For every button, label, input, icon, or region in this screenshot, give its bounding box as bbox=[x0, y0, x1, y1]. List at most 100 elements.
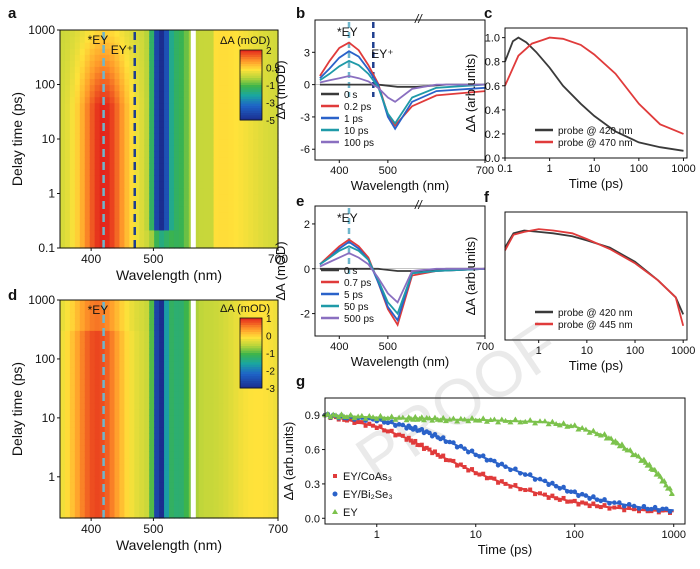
heatmap-cell bbox=[119, 300, 125, 307]
heatmap-cell bbox=[173, 487, 180, 495]
heatmap-cell bbox=[109, 241, 116, 249]
heatmap-cell bbox=[129, 193, 135, 201]
heatmap-cell bbox=[193, 433, 200, 440]
heatmap-cell bbox=[64, 54, 71, 61]
heatmap-cell bbox=[94, 499, 101, 507]
x-tick-label: 500 bbox=[143, 522, 163, 536]
heatmap-cell bbox=[258, 505, 264, 513]
y-tick-label: 0.0 bbox=[485, 153, 500, 165]
heatmap-cell bbox=[248, 132, 254, 140]
heatmap-cell bbox=[94, 145, 101, 152]
heatmap-cell bbox=[228, 96, 234, 104]
heatmap-cell bbox=[218, 493, 225, 501]
heatmap-cell bbox=[213, 120, 220, 128]
heatmap-cell bbox=[218, 108, 225, 116]
heatmap-cell bbox=[69, 241, 76, 249]
heatmap-cell bbox=[263, 487, 269, 495]
heatmap-cell bbox=[223, 223, 230, 231]
heatmap-cell bbox=[129, 433, 135, 440]
axis-break-band bbox=[190, 300, 196, 518]
data-point bbox=[565, 499, 570, 504]
heatmap-cell bbox=[228, 108, 234, 116]
heatmap-cell bbox=[159, 96, 165, 104]
heatmap-cell bbox=[84, 487, 91, 495]
heatmap-cell bbox=[129, 139, 135, 146]
heatmap-cell bbox=[238, 451, 244, 459]
heatmap-cell bbox=[164, 163, 170, 170]
heatmap-cell bbox=[208, 132, 215, 140]
heatmap-cell bbox=[164, 229, 170, 237]
heatmap-cell bbox=[119, 366, 125, 374]
heatmap-cell bbox=[114, 211, 121, 219]
heatmap-cell bbox=[79, 187, 86, 195]
heatmap-cell bbox=[104, 433, 111, 440]
heatmap-cell bbox=[119, 348, 125, 356]
heatmap-cell bbox=[69, 217, 76, 225]
heatmap-cell bbox=[228, 175, 234, 182]
heatmap-cell bbox=[69, 324, 76, 331]
x-tick-label: 400 bbox=[330, 341, 348, 353]
heatmap-cell bbox=[218, 151, 225, 158]
heatmap-cell bbox=[183, 409, 190, 416]
heatmap-cell bbox=[149, 439, 155, 446]
heatmap-cell bbox=[89, 241, 96, 249]
heatmap-cell bbox=[193, 108, 200, 116]
data-point bbox=[572, 498, 577, 503]
heatmap-cell bbox=[173, 427, 180, 434]
heatmap-cell bbox=[134, 108, 140, 116]
heatmap-cell bbox=[94, 409, 101, 416]
heatmap-cell bbox=[159, 90, 165, 98]
heatmap-cell bbox=[64, 139, 71, 146]
heatmap-cell bbox=[228, 511, 234, 519]
heatmap-cell bbox=[248, 439, 254, 446]
heatmap-cell bbox=[223, 126, 230, 134]
heatmap-cell bbox=[89, 463, 96, 471]
heatmap-cell bbox=[79, 108, 86, 116]
heatmap-cell bbox=[159, 457, 165, 465]
heatmap-cell bbox=[253, 211, 259, 219]
heatmap-cell bbox=[164, 90, 170, 98]
x-tick-label: 10 bbox=[588, 163, 600, 175]
heatmap-cell bbox=[164, 54, 170, 61]
heatmap-cell bbox=[109, 54, 116, 61]
heatmap-cell bbox=[159, 421, 165, 428]
heatmap-cell bbox=[94, 157, 101, 164]
heatmap-cell bbox=[178, 378, 185, 386]
heatmap-cell bbox=[233, 451, 239, 459]
heatmap-cell bbox=[273, 66, 279, 73]
y-tick-label: -6 bbox=[300, 144, 310, 156]
panel-label-a: a bbox=[8, 5, 17, 22]
data-point bbox=[484, 476, 489, 481]
heatmap-cell bbox=[139, 324, 145, 331]
heatmap-cell bbox=[253, 175, 259, 182]
heatmap-cell bbox=[84, 306, 91, 313]
heatmap-cell bbox=[263, 120, 269, 128]
heatmap-cell bbox=[273, 354, 279, 362]
heatmap-cell bbox=[164, 199, 170, 207]
x-tick-label: 0.1 bbox=[497, 163, 512, 175]
heatmap-cell bbox=[238, 223, 244, 231]
series-line bbox=[319, 41, 486, 127]
heatmap-cell bbox=[79, 415, 86, 422]
heatmap-cell bbox=[104, 396, 111, 404]
heatmap-cell bbox=[218, 360, 225, 368]
plot-frame-b bbox=[314, 19, 486, 161]
heatmap-cell bbox=[149, 187, 155, 195]
heatmap-cell bbox=[263, 318, 269, 325]
heatmap-cell bbox=[119, 217, 125, 225]
heatmap-cell bbox=[109, 493, 116, 501]
heatmap-cell bbox=[64, 511, 71, 519]
heatmap-cell bbox=[263, 342, 269, 350]
heatmap-cell bbox=[84, 421, 91, 428]
heatmap-cell bbox=[74, 451, 81, 459]
heatmap-cell bbox=[178, 30, 185, 37]
heatmap-cell bbox=[183, 481, 190, 489]
x-tick-label: 500 bbox=[379, 165, 397, 177]
data-point bbox=[413, 438, 418, 443]
heatmap-cell bbox=[238, 145, 244, 152]
heatmap-cell bbox=[79, 372, 86, 380]
heatmap-cell bbox=[233, 511, 239, 519]
heatmap-cell bbox=[233, 54, 239, 61]
heatmap-cell bbox=[134, 475, 140, 483]
heatmap-cell bbox=[104, 175, 111, 182]
